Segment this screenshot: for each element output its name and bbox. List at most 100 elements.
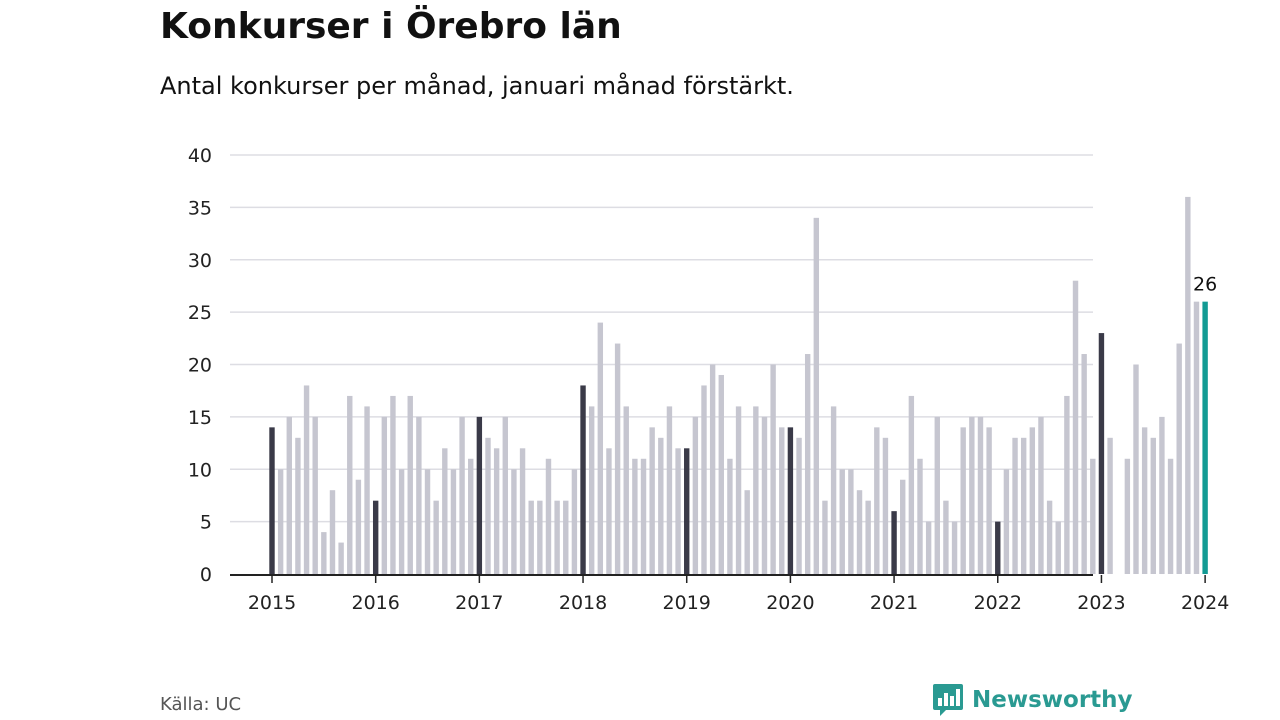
bar [347, 395, 353, 574]
bar [830, 406, 837, 574]
bar [519, 448, 526, 574]
y-tick-label: 40 [188, 145, 212, 167]
bar [588, 406, 595, 574]
chart-title: Konkurser i Örebro län [160, 6, 622, 47]
bar [753, 406, 759, 574]
bar [511, 469, 517, 574]
bar [1038, 416, 1044, 575]
bar [787, 427, 794, 574]
bar [969, 416, 975, 575]
bar [1072, 280, 1079, 574]
bar [986, 427, 992, 574]
bar [1176, 343, 1182, 574]
newsworthy-logo-icon [933, 684, 963, 716]
bar [804, 354, 811, 574]
bar [1141, 427, 1148, 574]
x-tick-label: 2017 [455, 592, 503, 614]
bar [1029, 427, 1036, 574]
bar [485, 437, 491, 574]
y-tick-label: 30 [188, 250, 212, 272]
bar [355, 479, 362, 574]
bar [649, 427, 655, 574]
bar [960, 427, 966, 574]
bar [303, 385, 310, 574]
bar [450, 469, 457, 574]
y-tick-label: 20 [188, 355, 212, 377]
bar [934, 416, 940, 575]
bar [329, 490, 336, 574]
bar [312, 416, 318, 575]
chart-subtitle: Antal konkurser per månad, januari månad… [160, 72, 794, 100]
bar [502, 416, 508, 575]
bar [614, 343, 621, 574]
bar [977, 416, 984, 575]
bar [286, 416, 292, 575]
bar [839, 469, 845, 574]
bar [718, 374, 724, 574]
bar [900, 479, 906, 574]
bar [390, 395, 396, 574]
bar [606, 448, 612, 574]
bar [442, 448, 448, 574]
bar [735, 406, 742, 574]
bar [623, 406, 629, 574]
bar [338, 542, 344, 574]
bar [321, 532, 327, 574]
x-tick-label: 2021 [870, 592, 918, 614]
bar [1012, 437, 1018, 574]
bar [1185, 196, 1191, 574]
bar [1020, 437, 1027, 574]
bar [882, 437, 889, 574]
bar [554, 500, 560, 574]
bar [295, 437, 301, 574]
bar [761, 416, 768, 575]
bar [701, 385, 707, 574]
bar [995, 521, 1001, 575]
bar [476, 416, 483, 575]
bar [372, 500, 379, 574]
bar [925, 521, 932, 575]
latest-value-label: 26 [1193, 274, 1217, 296]
bar [951, 521, 958, 575]
bar [277, 469, 284, 574]
bar [1133, 364, 1139, 574]
brand-logo: Newsworthy [932, 682, 1133, 718]
bar [666, 406, 673, 574]
bar [563, 500, 569, 574]
bar [917, 458, 923, 574]
bar [848, 469, 854, 574]
y-tick-label: 0 [200, 564, 212, 586]
x-tick-label: 2015 [248, 592, 296, 614]
bars [269, 196, 1208, 575]
bar [1081, 354, 1087, 574]
bar [856, 490, 863, 574]
y-axis-ticks: 0 5 10 15 20 25 30 35 40 [188, 145, 212, 586]
bar [709, 364, 716, 574]
source-note: Källa: UC [160, 694, 242, 715]
bar [424, 469, 431, 574]
x-tick-label: 2022 [974, 592, 1022, 614]
x-tick-label: 2024 [1181, 592, 1229, 614]
bar [632, 458, 638, 574]
x-tick-label: 2016 [352, 592, 400, 614]
bar [684, 448, 690, 574]
y-tick-label: 5 [200, 512, 212, 534]
bar-chart: 0 5 10 15 20 25 30 35 40 2015 2016 2017 2018 2019 202… [188, 145, 1229, 614]
bar [1064, 395, 1070, 574]
bar [1159, 416, 1165, 575]
y-tick-label: 25 [188, 302, 212, 324]
bar [796, 437, 802, 574]
data-labels: 26 [1193, 274, 1217, 296]
bar [364, 406, 370, 574]
y-tick-label: 35 [188, 197, 212, 219]
bar [468, 458, 474, 574]
bar [1055, 521, 1061, 575]
bar [459, 416, 465, 575]
bar [1046, 500, 1053, 574]
bar [1124, 458, 1131, 574]
bar [770, 364, 776, 574]
bar [779, 427, 785, 574]
bar [675, 448, 681, 574]
bar [528, 500, 534, 574]
bar [1003, 469, 1010, 574]
